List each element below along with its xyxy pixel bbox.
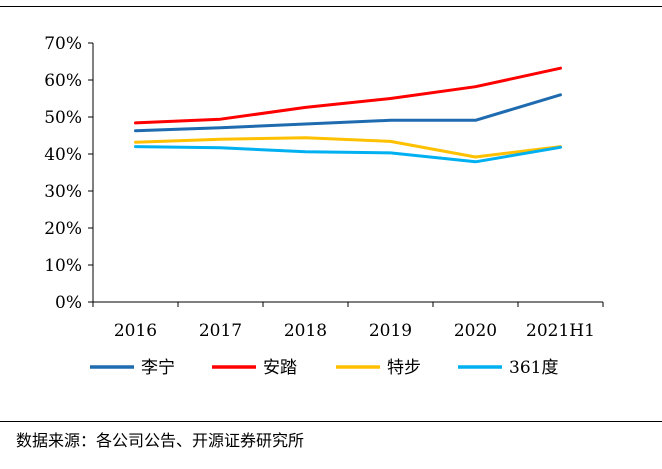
series-line-1	[134, 93, 562, 133]
source-note: 数据来源：各公司公告、开源证券研究所	[16, 431, 305, 450]
series-line-3	[134, 136, 562, 159]
y-tick-label: 0%	[55, 293, 82, 313]
y-tick-label: 70%	[44, 34, 82, 54]
top-rule	[0, 6, 662, 7]
legend-label-3: 特步	[387, 358, 421, 378]
x-tick-label: 2017	[199, 321, 242, 341]
source-rule	[0, 421, 662, 422]
x-tick-label: 2016	[114, 321, 157, 341]
series-line-4	[134, 145, 562, 164]
legend-label-4: 361度	[509, 358, 558, 378]
legend-label-1: 李宁	[141, 358, 175, 378]
x-tick-label: 2021H1	[526, 321, 595, 341]
y-tick-label: 20%	[44, 219, 82, 239]
line-chart: 0% 10% 20% 30% 40% 50% 60% 70% 2016 2017 2018 2019 2…	[44, 34, 604, 378]
y-tick-label: 50%	[44, 108, 82, 128]
y-tick-label: 30%	[44, 182, 82, 202]
x-tick-label: 2019	[369, 321, 412, 341]
y-tick-label: 40%	[44, 145, 82, 165]
x-tick-label: 2018	[284, 321, 327, 341]
y-tick-label: 10%	[44, 256, 82, 276]
series-line-2	[134, 66, 562, 125]
y-tick-label: 60%	[44, 71, 82, 91]
x-tick-label: 2020	[454, 321, 497, 341]
legend-label-2: 安踏	[263, 358, 297, 378]
